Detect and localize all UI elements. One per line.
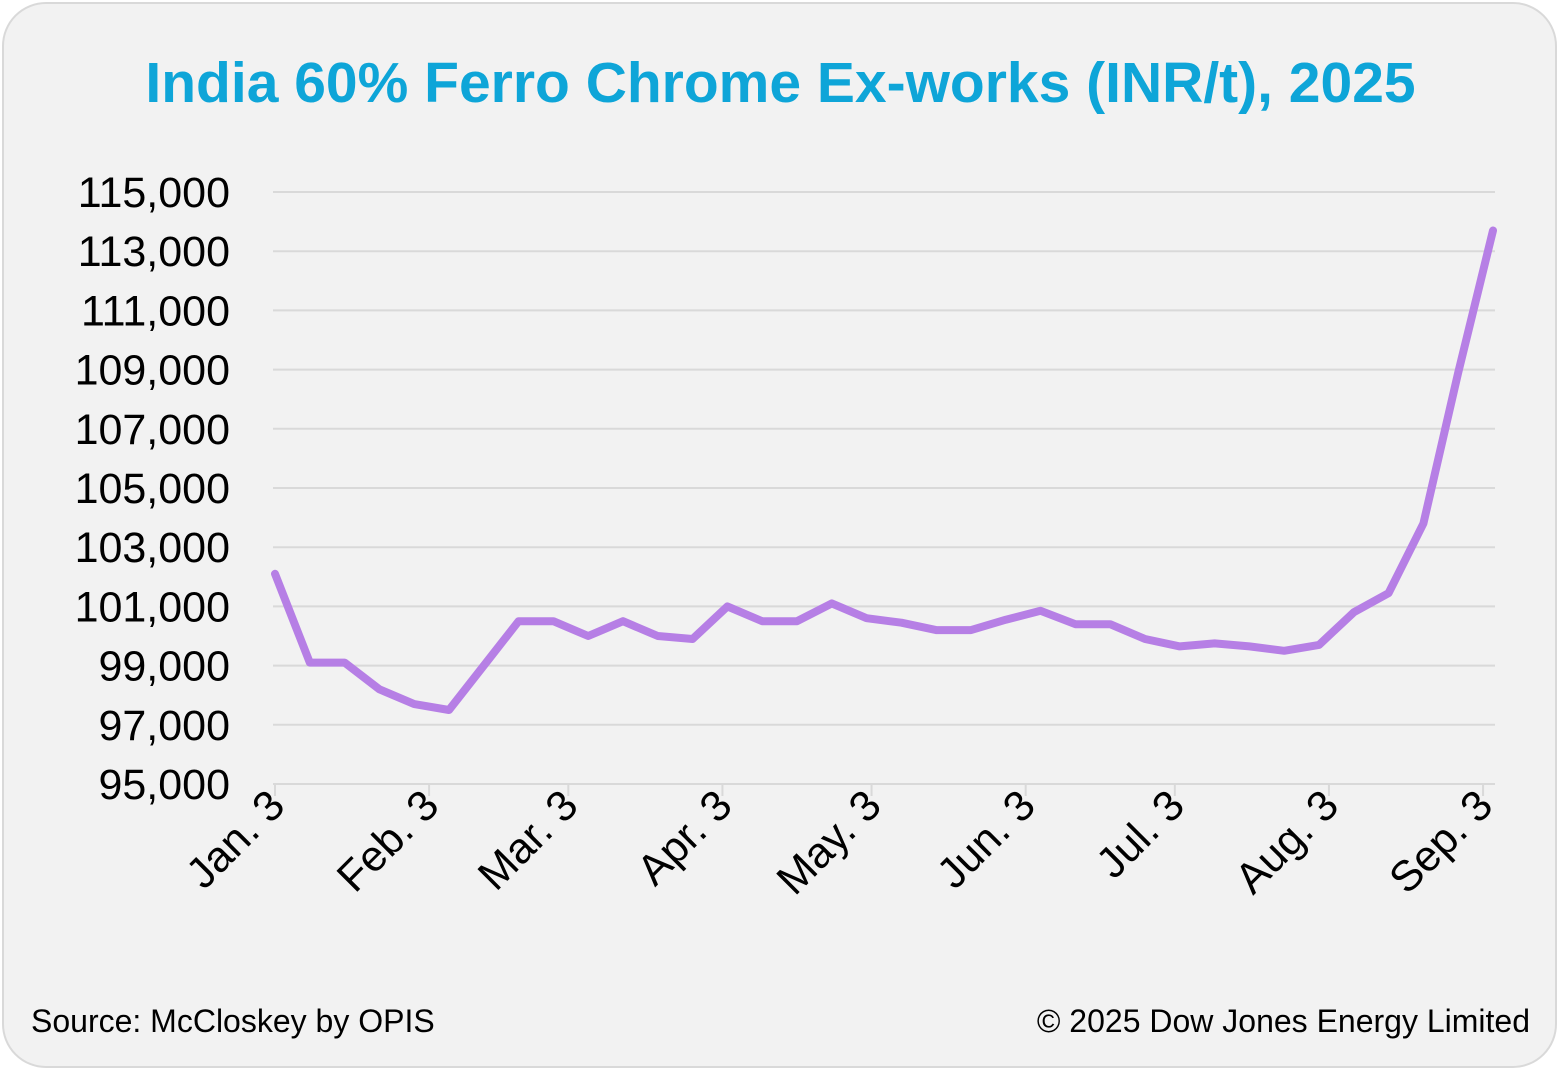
y-tick-label: 109,000 <box>75 347 230 395</box>
y-tick-label: 105,000 <box>75 465 230 513</box>
y-tick-label: 111,000 <box>81 287 230 335</box>
chart-title: India 60% Ferro Chrome Ex-works (INR/t),… <box>145 51 1416 115</box>
y-tick-label: 99,000 <box>98 643 230 691</box>
y-tick-label: 115,000 <box>78 169 230 217</box>
y-tick-label: 95,000 <box>98 761 230 809</box>
x-tick-label: Apr. 3 <box>628 781 741 894</box>
x-tick-label: Sep. 3 <box>1380 781 1502 903</box>
x-tick-label: Jun. 3 <box>928 781 1045 898</box>
source-note: Source: McCloskey by OPIS <box>31 1003 435 1039</box>
x-tick-label: Aug. 3 <box>1226 781 1348 903</box>
x-tick-label: Jul. 3 <box>1087 781 1194 888</box>
y-tick-label: 113,000 <box>78 228 230 276</box>
y-tick-label: 101,000 <box>75 583 230 631</box>
x-axis: Jan. 3 Feb. 3 Mar. 3 Apr. 3 May. 3 Jun. 3 Jul.… <box>177 781 1502 904</box>
y-axis-labels: 95,000 97,000 99,000 101,000 103,000 105,000 1… <box>75 169 230 809</box>
x-tick-label: Mar. 3 <box>469 781 587 899</box>
x-tick-label: Feb. 3 <box>328 781 448 901</box>
y-tick-label: 103,000 <box>75 524 230 572</box>
y-tick-label: 107,000 <box>75 406 230 454</box>
x-tick-label: May. 3 <box>768 781 891 904</box>
price-series-line <box>271 226 1497 714</box>
gridlines <box>273 191 1495 726</box>
copyright-note: © 2025 Dow Jones Energy Limited <box>1036 1003 1530 1039</box>
plot-area <box>271 226 1497 714</box>
y-tick-label: 97,000 <box>98 702 230 750</box>
